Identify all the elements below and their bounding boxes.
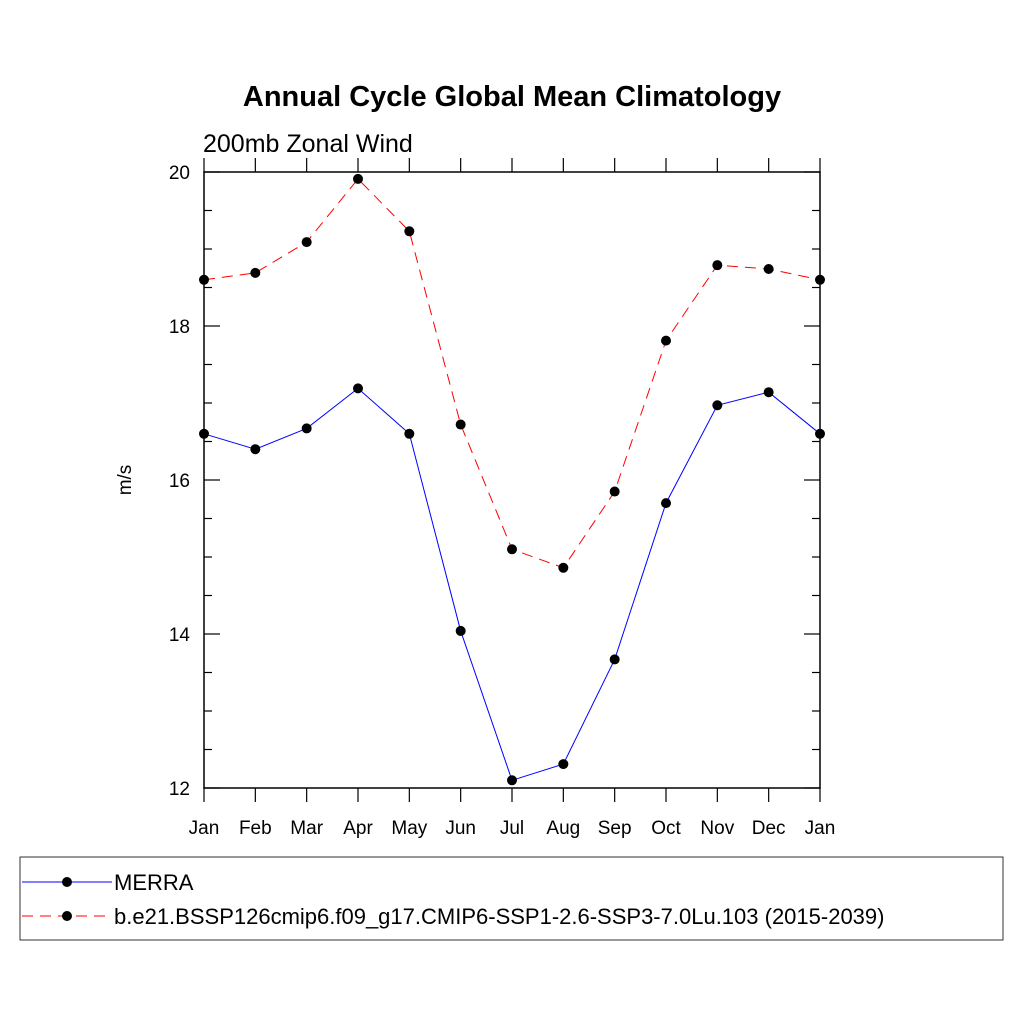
data-point-series-1 <box>250 444 261 455</box>
data-point-series-2 <box>199 274 209 285</box>
legend: MERRA b.e21.BSSP126cmip6.f09_g17.CMIP6-SS… <box>19 856 1004 941</box>
legend-label-1: MERRA <box>114 870 194 895</box>
y-tick-label: 14 <box>169 625 191 646</box>
data-point-series-2 <box>404 226 415 237</box>
data-point-series-2 <box>558 562 569 573</box>
chart-subtitle: 200mb Zonal Wind <box>203 130 413 158</box>
legend-marker-1 <box>62 877 72 887</box>
x-tick-label: Mar <box>290 818 323 839</box>
y-tick-label: 20 <box>169 163 190 184</box>
x-tick-label: May <box>391 818 427 839</box>
legend-marker-2 <box>62 911 72 921</box>
x-tick-label: Oct <box>651 818 681 839</box>
data-point-series-2 <box>815 274 825 285</box>
x-tick-label: Apr <box>343 818 373 839</box>
y-axis-label: m/s <box>115 465 136 496</box>
data-point-series-2 <box>301 237 312 248</box>
data-point-series-1 <box>558 759 569 770</box>
data-point-series-2 <box>763 264 774 275</box>
x-tick-label: Sep <box>598 818 632 839</box>
x-tick-label: Jul <box>500 818 524 839</box>
x-tick-label: Jun <box>445 818 476 839</box>
chart-title: Annual Cycle Global Mean Climatology <box>243 81 781 113</box>
data-point-series-1 <box>661 498 671 509</box>
legend-box <box>19 856 1004 941</box>
data-point-series-2 <box>609 486 620 497</box>
data-point-series-1 <box>404 428 415 439</box>
data-point-series-1 <box>609 654 620 665</box>
series-line-2 <box>203 178 821 569</box>
x-tick-label: Jan <box>805 818 836 839</box>
data-point-series-1 <box>507 775 517 786</box>
x-tick-label: Dec <box>752 818 786 839</box>
data-point-series-2 <box>661 335 671 346</box>
x-tick-label: Aug <box>546 818 580 839</box>
data-point-series-1 <box>199 428 209 439</box>
data-point-series-1 <box>353 383 363 394</box>
x-tick-label: Jan <box>189 818 220 839</box>
data-point-series-1 <box>815 428 825 439</box>
x-tick-label: Nov <box>700 818 734 839</box>
data-point-series-2 <box>712 260 723 271</box>
data-point-series-2 <box>455 419 466 430</box>
data-point-series-1 <box>763 387 774 398</box>
plot-frame <box>203 171 821 789</box>
data-point-series-1 <box>712 400 723 411</box>
plot-series <box>199 173 825 786</box>
y-tick-label: 18 <box>169 317 190 338</box>
data-point-series-2 <box>353 173 363 184</box>
legend-label-2: b.e21.BSSP126cmip6.f09_g17.CMIP6-SSP1-2.… <box>114 904 884 929</box>
y-tick-label: 16 <box>169 471 190 492</box>
y-tick-label: 12 <box>169 779 190 800</box>
plot-axes: 12 14 16 18 20 Jan Feb Mar Apr May Jun Jul Aug Sep Oct… <box>169 158 835 839</box>
data-point-series-2 <box>507 544 517 555</box>
data-point-series-1 <box>301 423 312 434</box>
data-point-series-2 <box>250 267 261 278</box>
series-line-1 <box>203 387 821 781</box>
data-point-series-1 <box>455 625 466 636</box>
x-tick-label: Feb <box>239 818 272 839</box>
